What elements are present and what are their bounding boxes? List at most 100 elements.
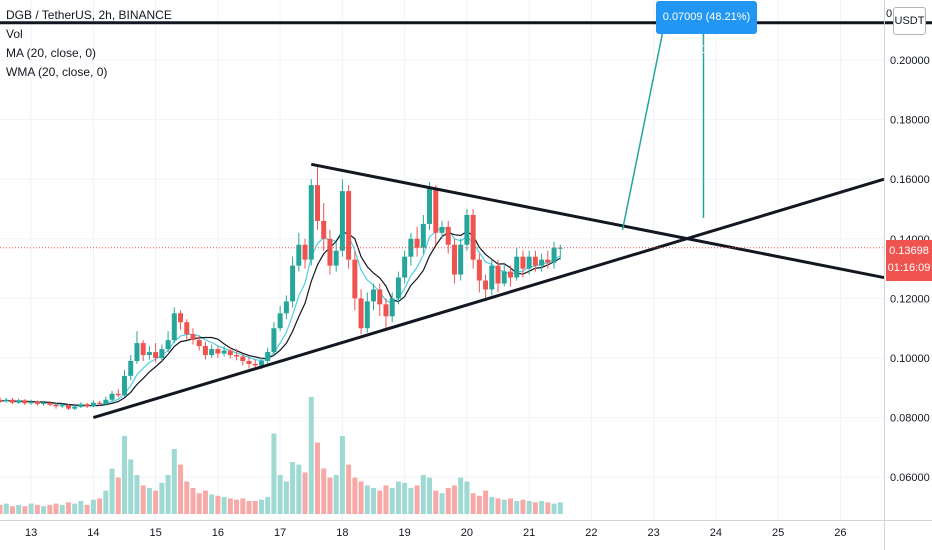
candle-body xyxy=(470,214,476,260)
volume-bar xyxy=(402,482,408,514)
candle-body xyxy=(283,301,289,314)
candle-body xyxy=(227,350,233,356)
candle-body xyxy=(439,226,445,233)
volume-bar xyxy=(41,506,47,514)
time-tick-label: 20 xyxy=(461,527,473,539)
candle-body xyxy=(476,259,482,281)
candle-body xyxy=(532,256,538,266)
candle-body xyxy=(178,313,184,323)
volume-bar xyxy=(258,499,264,514)
volume-bar xyxy=(414,485,420,514)
volume-bar xyxy=(271,433,277,514)
volume-bar xyxy=(159,482,165,514)
candle-body xyxy=(296,244,302,266)
volume-bar xyxy=(221,497,227,514)
volume-bar xyxy=(59,504,65,514)
volume-bar xyxy=(97,498,103,514)
candle-body xyxy=(277,313,283,329)
time-tick-label: 21 xyxy=(523,527,535,539)
candle-body xyxy=(364,301,370,329)
volume-bar xyxy=(464,481,470,514)
price-tick-label: 0.12000 xyxy=(890,293,930,305)
candle-body xyxy=(252,363,258,366)
volume-bar xyxy=(0,504,3,514)
price-tick-label: 0.18000 xyxy=(890,115,930,127)
volume-bar xyxy=(153,490,159,514)
candle-body xyxy=(314,185,320,221)
candle-body xyxy=(539,259,545,266)
time-tick-label: 13 xyxy=(25,527,37,539)
volume-bar xyxy=(134,475,140,514)
volume-bar xyxy=(184,481,190,514)
candle-body xyxy=(196,340,202,347)
volume-bar xyxy=(190,488,196,514)
candle-body xyxy=(395,277,401,299)
candle-body xyxy=(352,259,358,299)
volume-bar xyxy=(246,501,252,514)
volume-bar xyxy=(470,493,476,514)
candle-body xyxy=(333,250,339,266)
trendlines[interactable] xyxy=(0,15,932,420)
candle-body xyxy=(420,223,426,248)
candle-body xyxy=(427,188,433,224)
volume-bar xyxy=(252,501,258,514)
volume-bar xyxy=(364,485,370,514)
volume-bar xyxy=(53,503,59,514)
volume-bar xyxy=(296,464,302,514)
descending-resistance-line xyxy=(310,162,885,280)
volume-bar xyxy=(265,497,271,514)
candle-body xyxy=(308,185,314,260)
volume-bar xyxy=(290,462,296,514)
volume-bar xyxy=(389,488,395,514)
volume-bar xyxy=(72,503,78,514)
volume-bar xyxy=(140,485,146,514)
volume-bar xyxy=(321,468,327,514)
volume-bar xyxy=(171,449,177,514)
candle-body xyxy=(495,265,501,284)
measure-label[interactable]: 0.07009 (48.21%) 7009 xyxy=(656,1,757,56)
volume-bar xyxy=(115,477,121,514)
volume-bar xyxy=(333,475,339,514)
volume-bar xyxy=(358,481,364,514)
candle-body xyxy=(271,328,277,353)
candle-body xyxy=(389,298,395,317)
indicator-wma[interactable]: WMA (20, close, 0) xyxy=(6,65,108,79)
volume-bar xyxy=(90,499,96,514)
candlesticks xyxy=(0,164,563,411)
candle-body xyxy=(109,393,115,400)
time-tick-label: 26 xyxy=(834,527,846,539)
volume-bar xyxy=(16,504,22,514)
candle-body xyxy=(458,244,464,275)
volume-bar xyxy=(383,485,389,514)
candle-body xyxy=(514,256,520,278)
volume-bar xyxy=(395,481,401,514)
symbol-title[interactable]: DGB / TetherUS, 2h, BINANCE xyxy=(6,8,172,22)
indicator-ma[interactable]: MA (20, close, 0) xyxy=(6,46,97,60)
candle-body xyxy=(202,346,208,356)
candle-body xyxy=(165,340,171,350)
indicator-vol[interactable]: Vol xyxy=(6,27,23,41)
candle-body xyxy=(557,247,563,249)
candle-body xyxy=(59,405,65,407)
candle-body xyxy=(234,355,240,357)
currency-button[interactable]: USDT xyxy=(893,7,926,35)
volume-bar xyxy=(532,502,538,514)
candle-body xyxy=(483,280,489,290)
volume-bar xyxy=(495,498,501,514)
volume-bar xyxy=(34,504,40,514)
volume-bar xyxy=(451,485,457,514)
candle-body xyxy=(41,402,47,404)
candle-body xyxy=(84,404,90,407)
candle-body xyxy=(507,271,513,278)
volume-bar xyxy=(501,499,507,514)
candle-body xyxy=(371,289,377,302)
candle-body xyxy=(377,289,383,305)
candle-body xyxy=(520,256,526,269)
volume-bar xyxy=(489,497,495,514)
volume-bar xyxy=(352,477,358,514)
candle-body xyxy=(9,399,15,403)
current-price-tag: 0.13698 01:16:09 xyxy=(886,240,932,281)
candle-body xyxy=(246,360,252,364)
